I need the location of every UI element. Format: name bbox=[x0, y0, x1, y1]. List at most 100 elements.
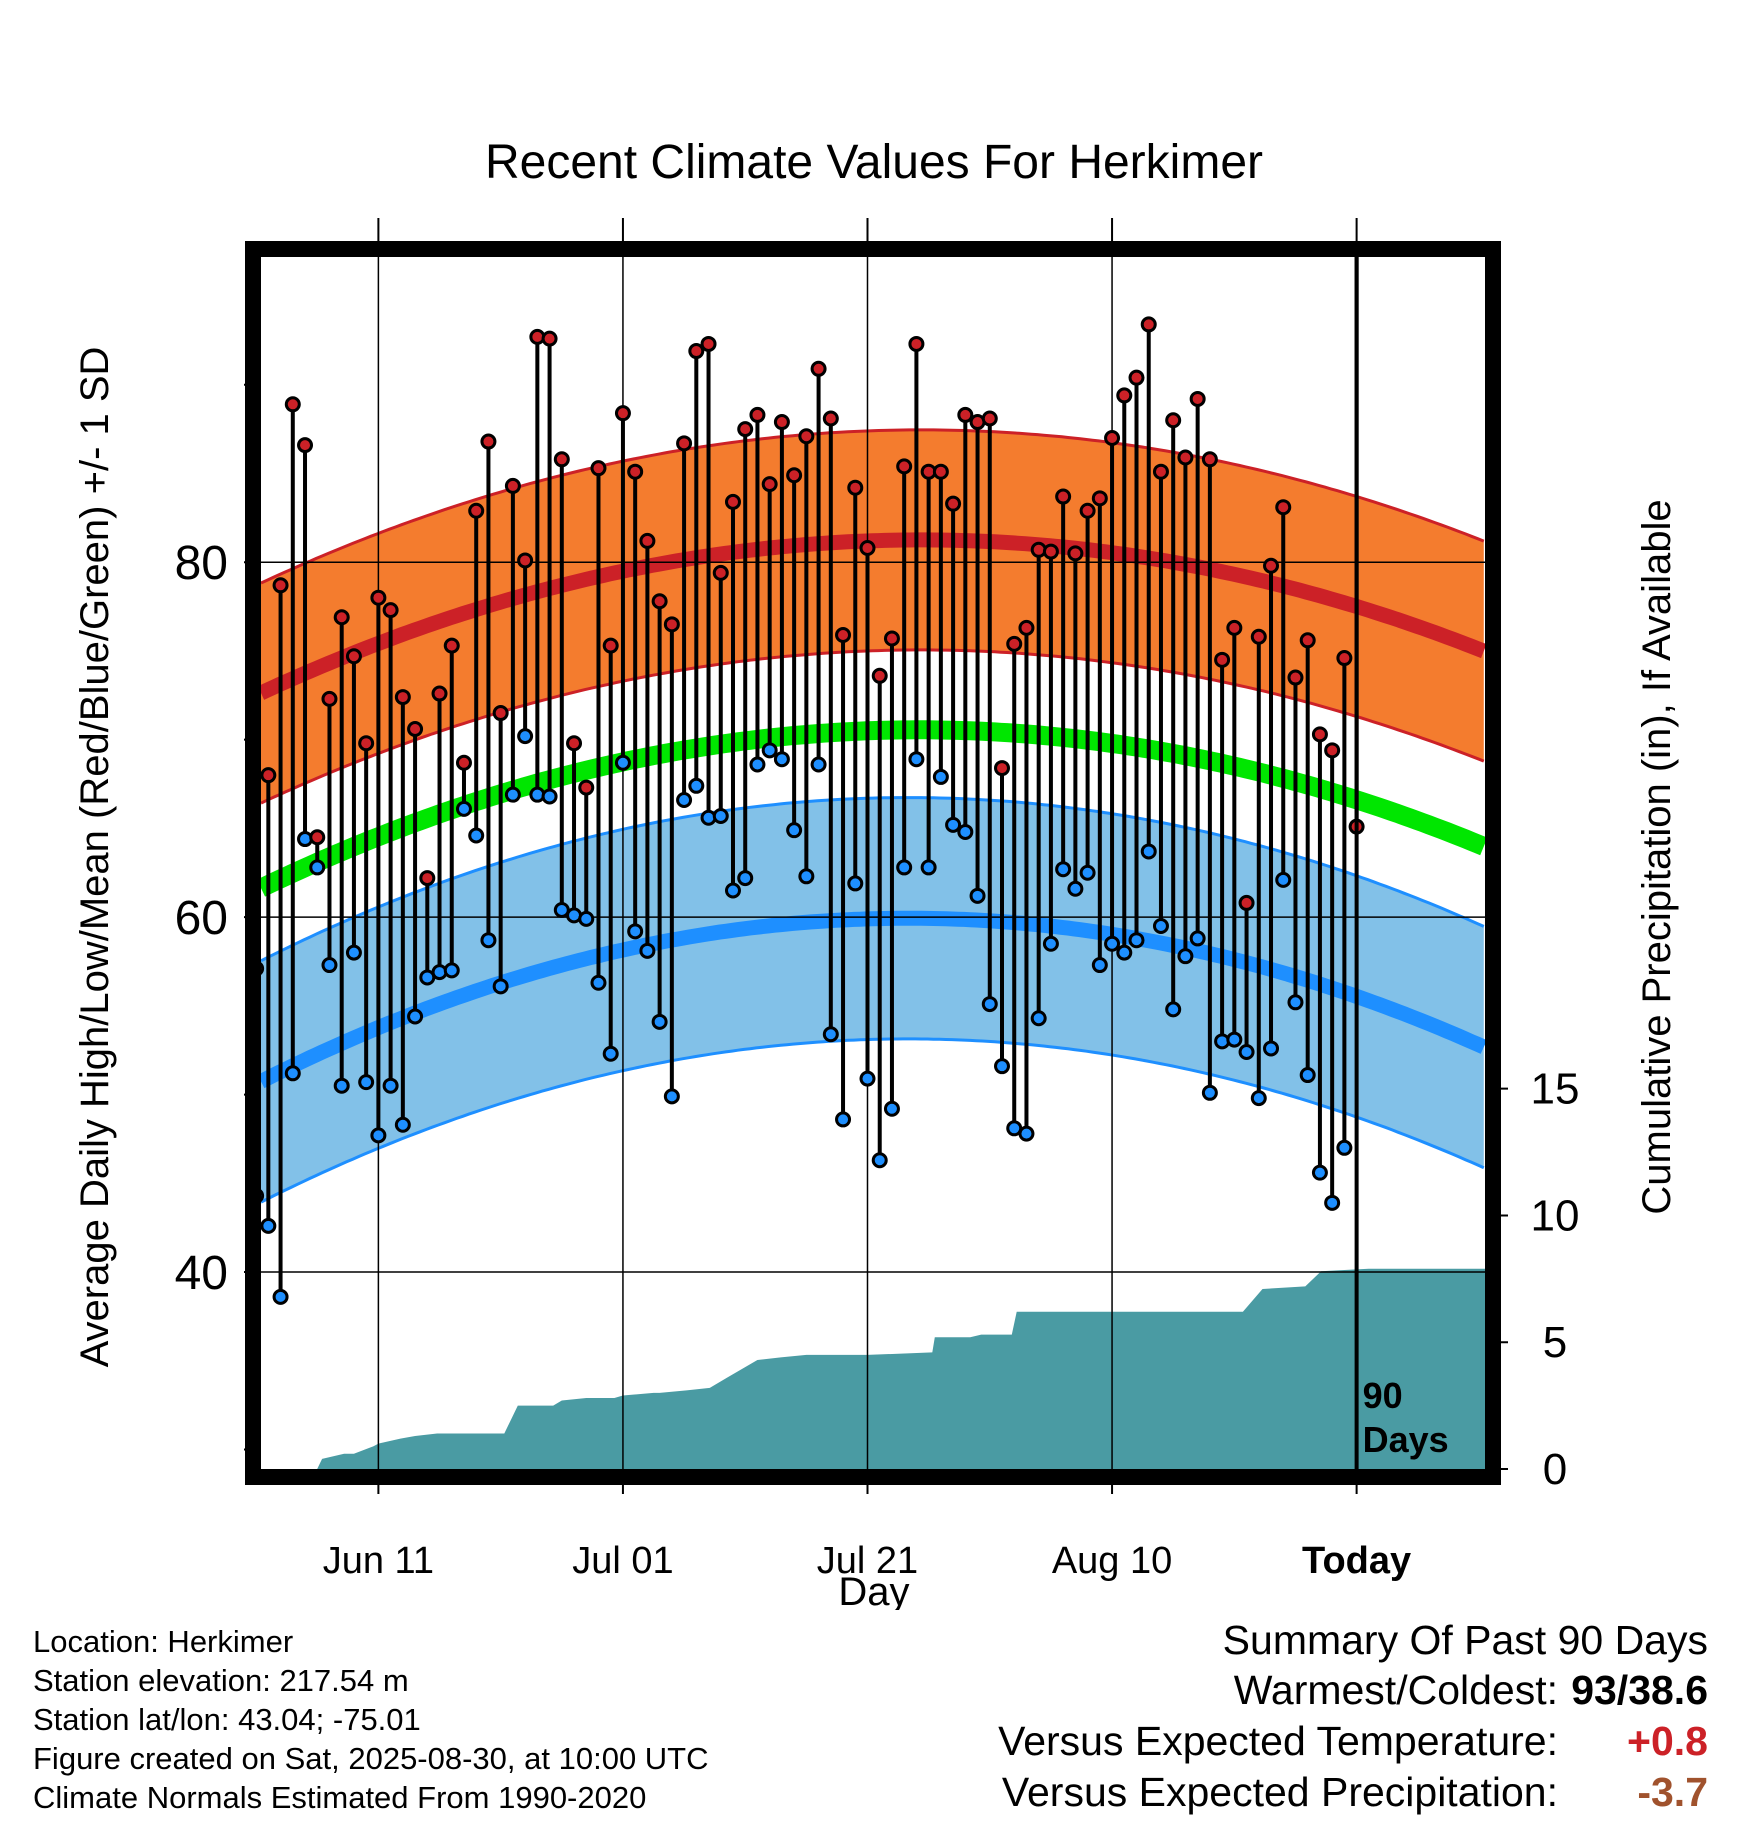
obs-low-point-51 bbox=[871, 1152, 888, 1169]
obs-low-point-67 bbox=[1067, 880, 1084, 897]
obs-low-point-58 bbox=[957, 823, 974, 840]
obs-low-point-19 bbox=[480, 932, 497, 949]
obs-low-point-80 bbox=[1226, 1031, 1243, 1048]
station-latlon: Station lat/lon: 43.04; -75.01 bbox=[33, 1702, 421, 1737]
obs-high-point-4 bbox=[297, 437, 314, 454]
x-tick-label-0: Jun 11 bbox=[323, 1540, 434, 1582]
obs-high-point-60 bbox=[981, 410, 998, 427]
obs-high-point-2 bbox=[272, 577, 289, 594]
obs-high-point-65 bbox=[1042, 543, 1059, 560]
obs-high-point-63 bbox=[1018, 619, 1035, 636]
obs-low-point-60 bbox=[981, 996, 998, 1013]
obs-high-point-9 bbox=[358, 735, 375, 752]
normal-low-lower-edge bbox=[261, 1037, 1485, 1204]
obs-low-point-89 bbox=[1336, 1139, 1353, 1156]
obs-low-point-27 bbox=[578, 910, 595, 927]
obs-high-point-30 bbox=[614, 405, 631, 422]
obs-high-point-27 bbox=[578, 779, 595, 796]
obs-high-point-81 bbox=[1238, 894, 1255, 911]
obs-high-point-41 bbox=[749, 406, 766, 423]
axes: 40 60 80 0 5 10 15 Jun 11 Jul 01 Jul 21 Aug 10 Toda… bbox=[175, 218, 1580, 1582]
x-tick-label-4: Today bbox=[1302, 1540, 1411, 1582]
obs-high-point-83 bbox=[1263, 557, 1280, 574]
obs-low-point-59 bbox=[969, 887, 986, 904]
obs-low-point-32 bbox=[639, 942, 656, 959]
precip-anomaly-value: -3.7 bbox=[1637, 1769, 1708, 1815]
obs-low-point-65 bbox=[1042, 935, 1059, 952]
obs-high-point-33 bbox=[651, 593, 668, 610]
y-tick-label-1: 60 bbox=[175, 892, 228, 945]
warmest-coldest-value: 93/38.6 bbox=[1571, 1667, 1708, 1713]
obs-low-point-61 bbox=[994, 1058, 1011, 1075]
figure-created: Figure created on Sat, 2025-08-30, at 10… bbox=[33, 1741, 709, 1776]
today-label-line2: Days bbox=[1363, 1419, 1449, 1460]
obs-high-point-45 bbox=[798, 428, 815, 445]
obs-high-point-3 bbox=[284, 396, 301, 413]
obs-high-point-79 bbox=[1214, 651, 1231, 668]
obs-high-point-37 bbox=[700, 335, 717, 352]
obs-low-point-2 bbox=[272, 1288, 289, 1305]
normal-high-upper-edge bbox=[261, 428, 1485, 585]
obs-low-point-21 bbox=[504, 786, 521, 803]
obs-high-point-68 bbox=[1079, 502, 1096, 519]
obs-low-point-49 bbox=[847, 875, 864, 892]
obs-high-point-69 bbox=[1091, 490, 1108, 507]
warmest-coldest-label: Warmest/Coldest: bbox=[1233, 1667, 1558, 1713]
y2-axis-label: Cumulative Precipitation (in), If Availa… bbox=[1635, 499, 1679, 1214]
obs-low-point-72 bbox=[1128, 932, 1145, 949]
x-tick-label-3: Aug 10 bbox=[1052, 1540, 1172, 1582]
temp-anomaly-label: Versus Expected Temperature: bbox=[998, 1718, 1558, 1764]
obs-low-point-53 bbox=[896, 859, 913, 876]
obs-low-point-83 bbox=[1263, 1040, 1280, 1057]
obs-low-point-7 bbox=[333, 1077, 350, 1094]
obs-low-point-34 bbox=[663, 1088, 680, 1105]
obs-low-point-39 bbox=[724, 882, 741, 899]
obs-high-point-32 bbox=[639, 532, 656, 549]
cumulative-precip-area bbox=[261, 1268, 1485, 1469]
obs-low-point-20 bbox=[492, 978, 509, 995]
obs-high-point-85 bbox=[1287, 669, 1304, 686]
normal-low-line bbox=[261, 910, 1485, 1089]
obs-low-point-74 bbox=[1152, 917, 1169, 934]
climate-normals-period: Climate Normals Estimated From 1990-2020 bbox=[33, 1780, 647, 1815]
obs-low-point-85 bbox=[1287, 994, 1304, 1011]
obs-low-point-46 bbox=[810, 756, 827, 773]
today-label-line1: 90 bbox=[1363, 1375, 1403, 1416]
temp-anomaly-value: +0.8 bbox=[1627, 1718, 1708, 1764]
obs-high-point-51 bbox=[871, 667, 888, 684]
normal-low-sd-band bbox=[261, 797, 1484, 1203]
obs-high-point-19 bbox=[480, 433, 497, 450]
obs-high-point-13 bbox=[407, 721, 424, 738]
obs-high-point-16 bbox=[443, 637, 460, 654]
y2-tick-label-2: 10 bbox=[1531, 1191, 1580, 1240]
obs-low-point-45 bbox=[798, 868, 815, 885]
obs-low-point-22 bbox=[517, 728, 534, 745]
obs-high-point-82 bbox=[1250, 628, 1267, 645]
y2-tick-label-1: 5 bbox=[1543, 1318, 1567, 1367]
obs-low-point-47 bbox=[822, 1026, 839, 1043]
obs-low-point-44 bbox=[786, 822, 803, 839]
obs-high-point-80 bbox=[1226, 619, 1243, 636]
obs-high-point-73 bbox=[1140, 316, 1157, 333]
obs-low-point-41 bbox=[749, 756, 766, 773]
obs-low-point-5 bbox=[309, 859, 326, 876]
obs-low-point-36 bbox=[688, 777, 705, 794]
obs-high-point-6 bbox=[321, 690, 338, 707]
obs-low-point-54 bbox=[908, 751, 925, 768]
y2-tick-label-0: 0 bbox=[1543, 1445, 1567, 1494]
obs-high-point-52 bbox=[883, 630, 900, 647]
obs-high-point-7 bbox=[333, 609, 350, 626]
obs-low-point-78 bbox=[1201, 1084, 1218, 1101]
obs-high-point-71 bbox=[1116, 387, 1133, 404]
obs-high-point-42 bbox=[761, 476, 778, 493]
obs-low-point-42 bbox=[761, 742, 778, 759]
obs-low-point-31 bbox=[627, 923, 644, 940]
obs-high-point-26 bbox=[566, 735, 583, 752]
obs-low-point-33 bbox=[651, 1013, 668, 1030]
obs-high-point-12 bbox=[394, 689, 411, 706]
station-elevation: Station elevation: 217.54 m bbox=[33, 1663, 409, 1698]
obs-high-point-70 bbox=[1104, 430, 1121, 447]
obs-high-point-38 bbox=[712, 564, 729, 581]
obs-low-point-56 bbox=[932, 768, 949, 785]
x-tick-label-1: Jul 01 bbox=[572, 1540, 673, 1582]
